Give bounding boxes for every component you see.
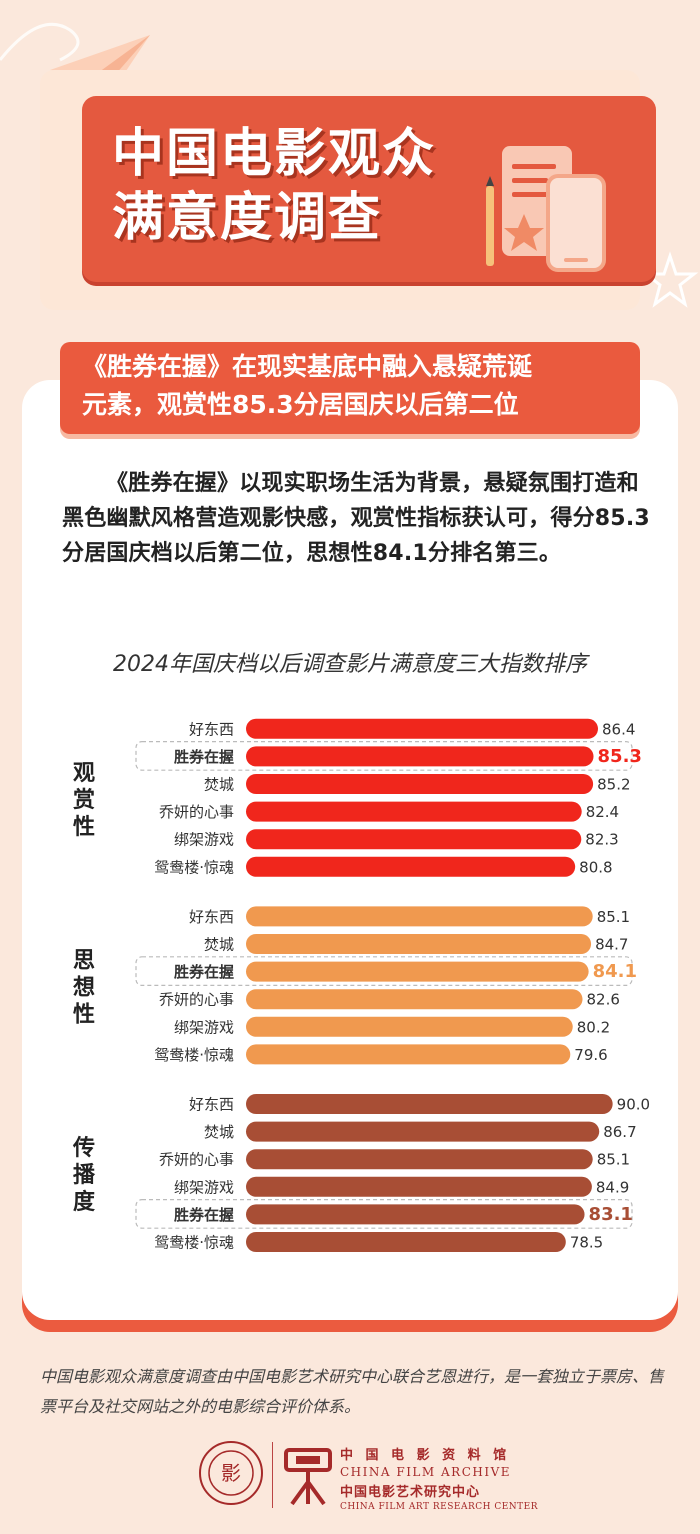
data-label: 85.3: [598, 746, 642, 767]
category-label: 绑架游戏: [174, 831, 234, 849]
highlight-box: [135, 740, 633, 771]
data-label: 90.0: [617, 1096, 650, 1114]
category-label: 绑架游戏: [174, 1018, 234, 1036]
group-label-char: 赏: [73, 788, 95, 813]
group-label-char: 想: [73, 975, 95, 1000]
category-label: 焚城: [204, 1123, 234, 1141]
category-label: 鸳鸯楼·惊魂: [154, 1046, 234, 1064]
data-label: 84.7: [595, 936, 628, 954]
category-label: 胜券在握: [174, 963, 234, 981]
bar: [246, 1176, 592, 1197]
group-label-char: 播: [73, 1163, 96, 1188]
logo-en-name: CHINA FILM ARCHIVE: [340, 1465, 512, 1479]
category-label: 胜券在握: [174, 1206, 234, 1224]
data-label: 85.1: [597, 1151, 630, 1169]
category-label: 胜券在握: [174, 748, 234, 766]
bar: [246, 1044, 571, 1065]
page-title: 中国电影观众 满意度调查: [112, 122, 512, 250]
logo-en-center: CHINA FILM ART RESEARCH CENTER: [340, 1502, 538, 1512]
bar: [246, 906, 593, 927]
data-label: 82.3: [585, 831, 618, 849]
category-label: 乔妍的心事: [159, 1151, 234, 1169]
data-label: 85.2: [597, 776, 630, 794]
data-label: 84.9: [596, 1178, 629, 1196]
bar: [246, 774, 594, 794]
category-label: 焚城: [204, 776, 234, 794]
survey-phone-icon: [486, 146, 606, 272]
emblem-char: 影: [221, 1461, 241, 1485]
chart-title: 2024年国庆档以后调查影片满意度三大指数排序: [113, 652, 587, 677]
group-label-char: 观: [73, 761, 95, 786]
bar: [246, 829, 582, 850]
category-label: 好东西: [189, 908, 234, 926]
highlight-box: [135, 956, 633, 986]
group-label-char: 性: [73, 1002, 95, 1027]
category-label: 鸳鸯楼·惊魂: [154, 1234, 234, 1252]
data-label: 78.5: [570, 1234, 603, 1252]
group-label-char: 传: [72, 1136, 95, 1161]
category-label: 乔妍的心事: [159, 803, 234, 821]
category-label: 好东西: [189, 720, 234, 738]
bar: [246, 746, 594, 767]
category-label: 乔妍的心事: [159, 991, 234, 1009]
bar: [246, 1016, 573, 1037]
title-line-2: 满意度调查: [112, 188, 383, 248]
data-label: 84.1: [593, 961, 637, 982]
data-label: 86.4: [602, 720, 635, 738]
bar: [246, 801, 582, 822]
category-label: 绑架游戏: [174, 1178, 234, 1196]
film-art-center-icon: [284, 1448, 332, 1506]
logo-divider: [272, 1442, 273, 1508]
data-label: 82.6: [587, 991, 620, 1009]
highlight-box: [135, 1199, 633, 1229]
bar: [246, 1121, 600, 1142]
ribbon-line-2: 元素，观赏性85.3分居国庆以后第二位: [82, 390, 519, 419]
logo-cn-name: 中 国 电 影 资 料 馆: [340, 1448, 511, 1463]
data-label: 83.1: [589, 1204, 633, 1225]
data-label: 80.8: [579, 858, 612, 876]
group-label-char: 思: [73, 948, 95, 973]
group-label-char: 性: [73, 815, 95, 840]
data-label: 80.2: [577, 1018, 610, 1036]
logo-cn-center: 中国电影艺术研究中心: [340, 1485, 481, 1500]
category-label: 鸳鸯楼·惊魂: [154, 858, 234, 876]
swirl-decoration: [0, 22, 80, 62]
group-label-char: 度: [73, 1189, 96, 1215]
bar: [246, 961, 589, 982]
film-archive-emblem: 影: [199, 1441, 263, 1505]
bar: [246, 1232, 566, 1252]
bar: [246, 934, 592, 954]
footnote: 中国电影观众满意度调查由中国电影艺术研究中心联合艺恩进行，是一套独立于票房、售票…: [40, 1367, 665, 1416]
intro-paragraph: 《胜券在握》以现实职场生活为背景，悬疑氛围打造和黑色幽默风格营造观影快感，观赏性…: [62, 471, 650, 566]
data-label: 82.4: [586, 803, 619, 821]
title-banner: 中国电影观众 满意度调查: [82, 96, 656, 282]
bar: [246, 1094, 613, 1114]
bar: [246, 989, 583, 1010]
category-label: 焚城: [204, 936, 234, 954]
logo-text: 中 国 电 影 资 料 馆 CHINA FILM ARCHIVE 中国电影艺术研…: [340, 1444, 560, 1512]
category-label: 好东西: [189, 1096, 234, 1114]
subtitle-ribbon: 《胜券在握》在现实基底中融入悬疑荒诞 元素，观赏性85.3分居国庆以后第二位: [60, 342, 640, 434]
bar: [246, 1204, 585, 1225]
ribbon-line-1: 《胜券在握》在现实基底中融入悬疑荒诞: [82, 352, 533, 381]
bar: [246, 1149, 593, 1170]
data-label: 85.1: [597, 908, 630, 926]
data-label: 86.7: [603, 1123, 636, 1141]
bar: [246, 856, 576, 877]
bar-chart: 好东西 86.4 胜券在握 85.3 焚城 85.2 乔妍的心事 82.4 绑架游戏 82.3 鸳鸯…: [72, 718, 650, 1252]
title-line-1: 中国电影观众: [112, 124, 437, 184]
bar: [246, 718, 598, 739]
data-label: 79.6: [574, 1046, 607, 1064]
